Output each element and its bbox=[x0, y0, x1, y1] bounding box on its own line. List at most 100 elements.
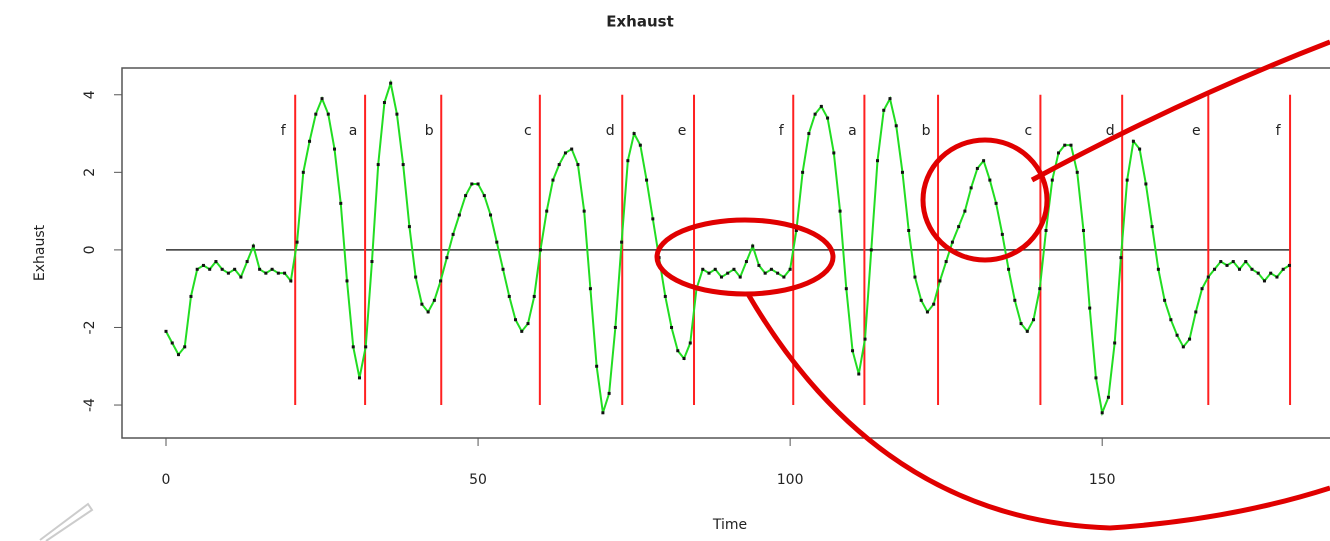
data-point bbox=[913, 275, 917, 279]
data-point bbox=[445, 256, 449, 260]
data-point bbox=[551, 178, 555, 182]
data-point bbox=[357, 376, 361, 380]
data-point bbox=[1250, 267, 1254, 271]
data-point bbox=[1131, 139, 1135, 143]
data-point bbox=[489, 213, 493, 217]
data-point bbox=[476, 182, 480, 186]
data-point bbox=[339, 201, 343, 205]
data-point bbox=[439, 279, 443, 283]
segment-label: c bbox=[524, 123, 532, 139]
data-point bbox=[1013, 298, 1017, 302]
x-tick-label: 50 bbox=[469, 472, 487, 488]
data-point bbox=[370, 260, 374, 264]
data-point bbox=[613, 325, 617, 329]
segment-label: f bbox=[779, 123, 785, 139]
data-point bbox=[208, 267, 212, 271]
data-point bbox=[776, 271, 780, 275]
data-point bbox=[851, 349, 855, 353]
segment-label: a bbox=[848, 123, 857, 139]
data-point bbox=[900, 170, 904, 174]
pen-icon bbox=[39, 502, 94, 541]
data-point bbox=[276, 271, 280, 275]
segment-label: e bbox=[678, 123, 687, 139]
data-point bbox=[1175, 333, 1179, 337]
data-point bbox=[1019, 322, 1023, 326]
data-point bbox=[769, 267, 773, 271]
data-point bbox=[364, 345, 368, 349]
data-point bbox=[195, 267, 199, 271]
data-point bbox=[1075, 170, 1079, 174]
data-point bbox=[894, 124, 898, 128]
data-point bbox=[844, 287, 848, 291]
segment-label: d bbox=[606, 123, 615, 139]
data-point bbox=[283, 271, 287, 275]
data-point bbox=[882, 108, 886, 112]
segment-label: b bbox=[922, 123, 931, 139]
data-point bbox=[1231, 260, 1235, 264]
highlight-ellipse bbox=[654, 217, 836, 297]
data-point bbox=[1281, 267, 1285, 271]
data-point bbox=[701, 267, 705, 271]
data-point bbox=[320, 97, 324, 101]
data-point bbox=[432, 298, 436, 302]
highlight-circle bbox=[920, 137, 1050, 263]
data-point bbox=[1200, 287, 1204, 291]
data-point bbox=[351, 345, 355, 349]
data-point bbox=[751, 244, 755, 248]
data-point bbox=[538, 248, 542, 252]
data-point bbox=[857, 372, 861, 376]
data-point bbox=[308, 139, 312, 143]
data-point bbox=[969, 186, 973, 190]
data-point bbox=[670, 325, 674, 329]
data-point bbox=[1113, 341, 1117, 345]
data-point bbox=[1169, 318, 1173, 322]
data-point bbox=[907, 229, 911, 233]
data-point bbox=[382, 101, 386, 105]
data-point bbox=[176, 353, 180, 357]
segment-label: b bbox=[425, 123, 434, 139]
y-axis-label: Exhaust bbox=[32, 224, 48, 281]
data-point bbox=[1063, 143, 1067, 147]
data-point bbox=[813, 112, 817, 116]
data-point bbox=[707, 271, 711, 275]
segment-label: f bbox=[1276, 123, 1282, 139]
data-point bbox=[426, 310, 430, 314]
data-point bbox=[557, 163, 561, 167]
data-point bbox=[514, 318, 518, 322]
data-point bbox=[794, 229, 798, 233]
data-point bbox=[1287, 263, 1291, 267]
data-point bbox=[994, 201, 998, 205]
data-point bbox=[1275, 275, 1279, 279]
marks: 0 50 100 150 -4 -2 0 2 4 f a b c d e f a b c d e f bbox=[82, 79, 1292, 488]
data-point bbox=[314, 112, 318, 116]
data-point bbox=[932, 302, 936, 306]
data-point bbox=[1044, 229, 1048, 233]
data-point bbox=[763, 271, 767, 275]
data-point bbox=[1057, 151, 1061, 155]
data-point bbox=[457, 213, 461, 217]
data-point bbox=[1088, 306, 1092, 310]
data-point bbox=[888, 97, 892, 101]
data-point bbox=[389, 81, 393, 85]
data-point bbox=[713, 267, 717, 271]
data-point bbox=[663, 294, 667, 298]
segment-label: a bbox=[349, 123, 358, 139]
data-point bbox=[576, 163, 580, 167]
segment-label: c bbox=[1025, 123, 1033, 139]
data-point bbox=[1144, 182, 1148, 186]
data-point bbox=[588, 287, 592, 291]
x-tick-label: 0 bbox=[162, 472, 171, 488]
data-point bbox=[807, 132, 811, 136]
data-point bbox=[1069, 143, 1073, 147]
data-point bbox=[957, 225, 961, 229]
data-point bbox=[944, 260, 948, 264]
data-point bbox=[869, 248, 873, 252]
data-point bbox=[264, 271, 268, 275]
data-point bbox=[876, 159, 880, 163]
data-point bbox=[451, 232, 455, 236]
data-point bbox=[376, 163, 380, 167]
data-point bbox=[258, 267, 262, 271]
data-point bbox=[401, 163, 405, 167]
